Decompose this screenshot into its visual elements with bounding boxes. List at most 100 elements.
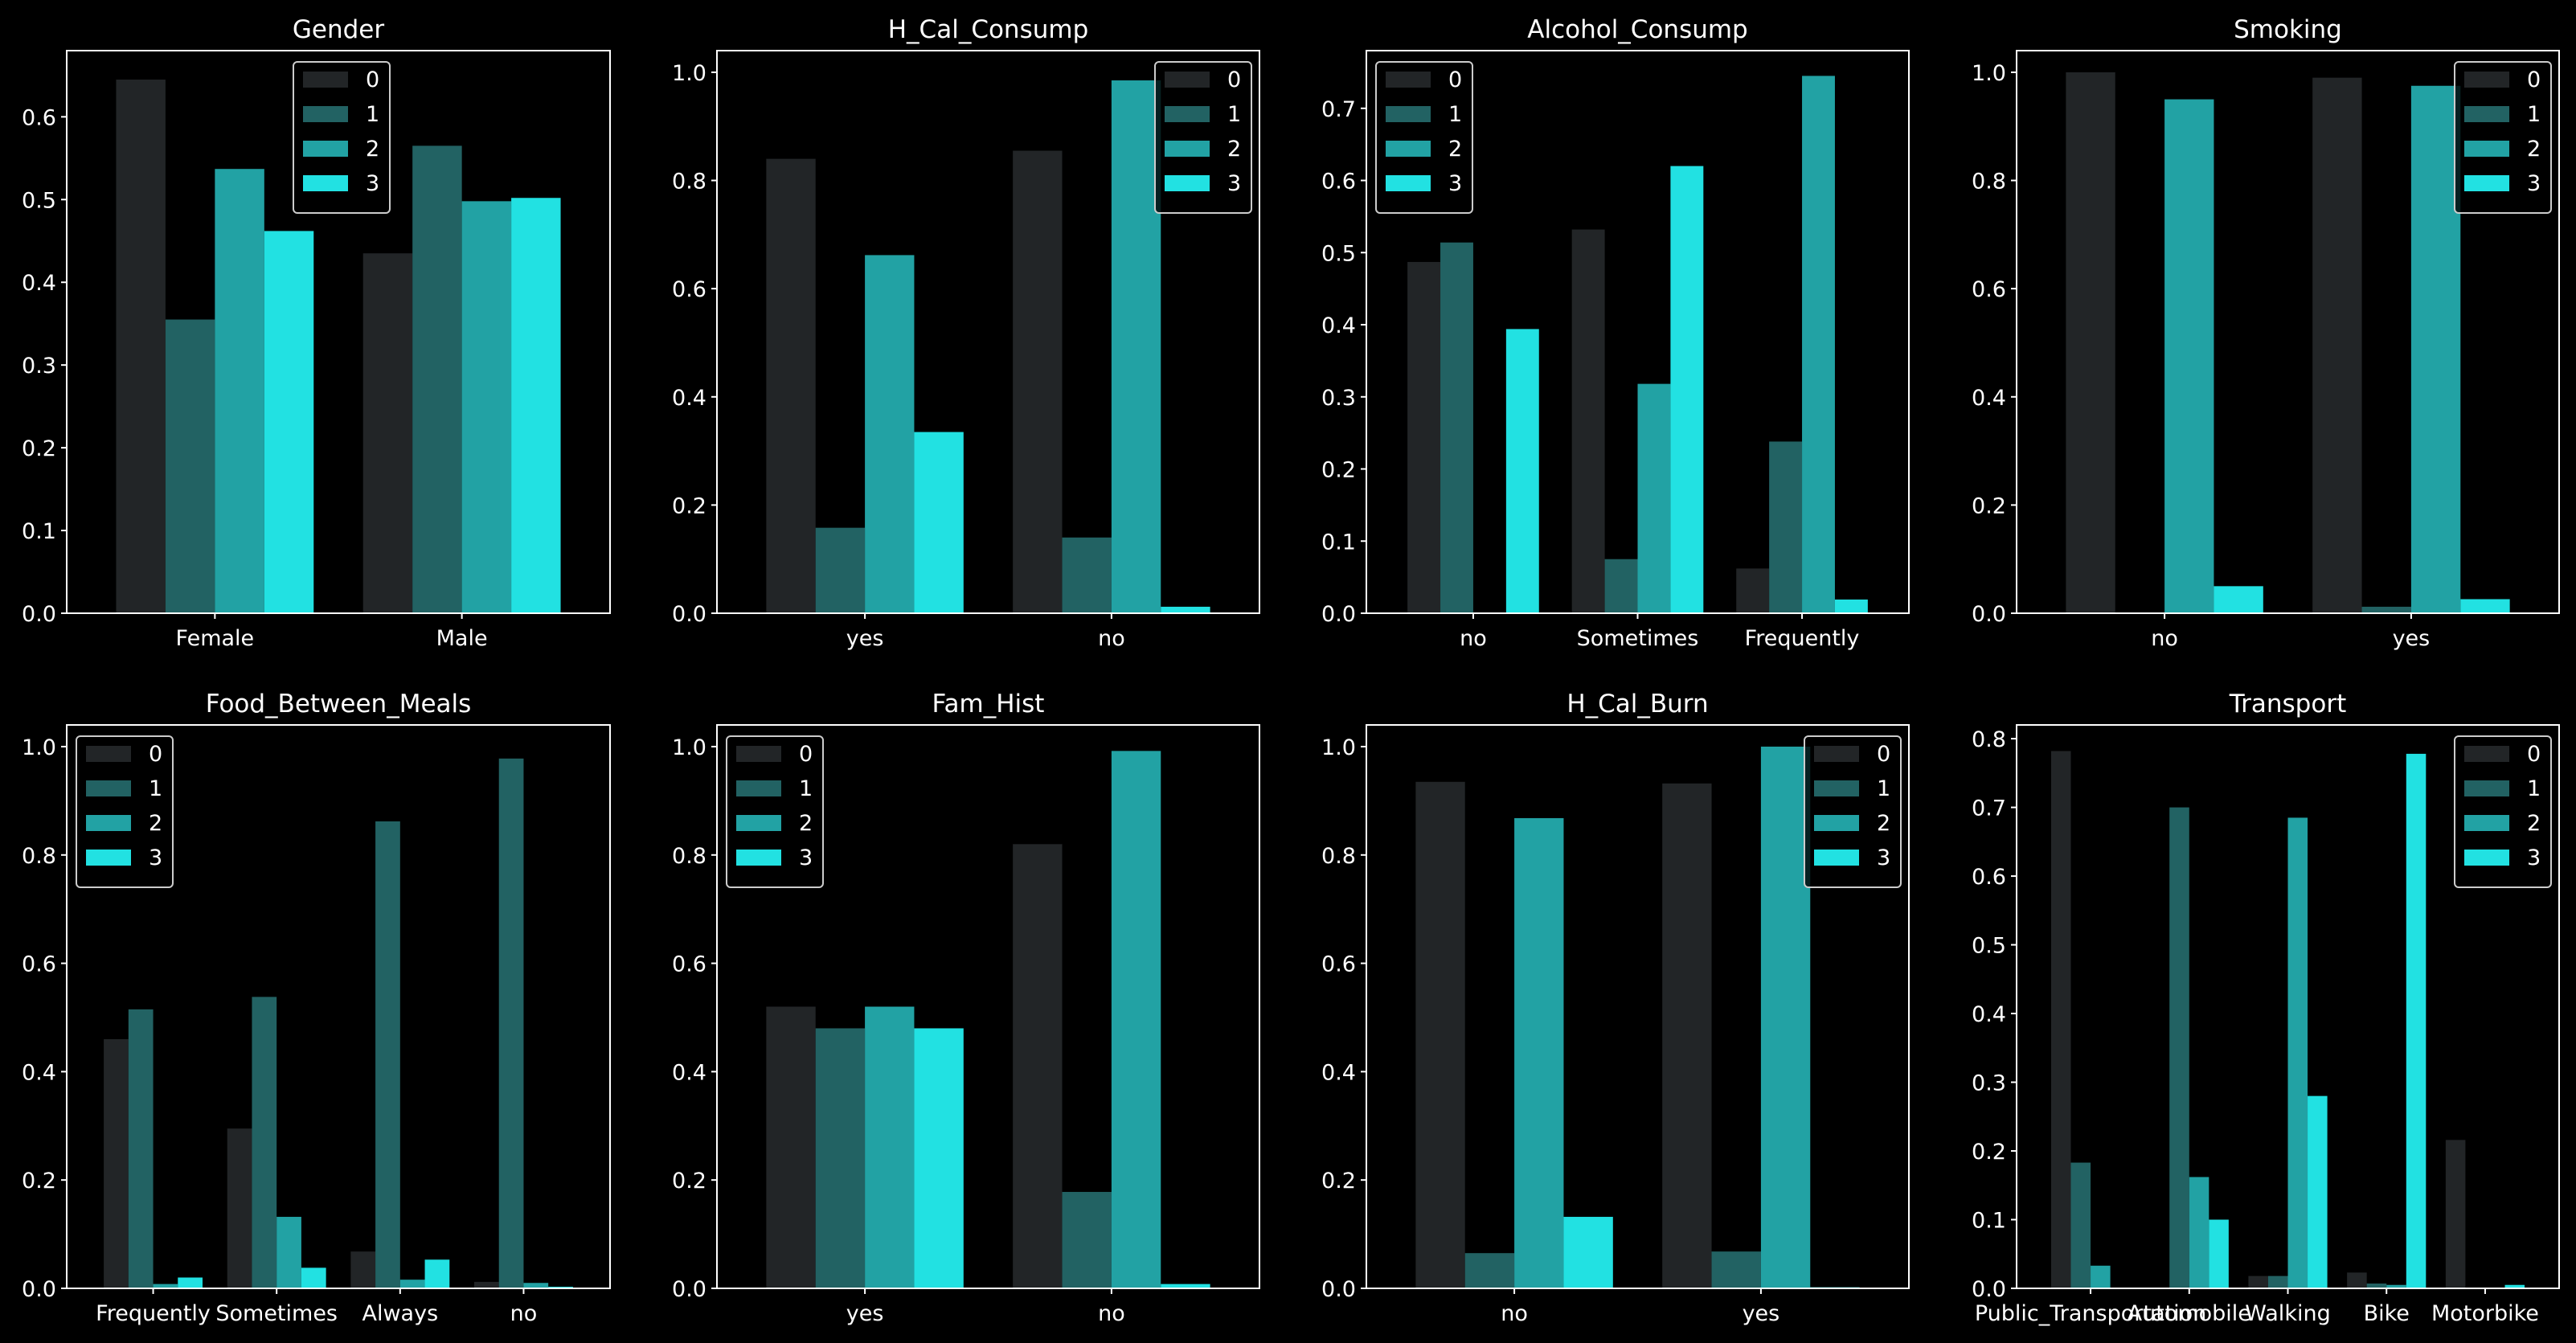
axes-frame (1366, 724, 1910, 1289)
y-tick-label: 0.4 (1972, 386, 2006, 411)
legend: 0 1 2 3 (2454, 61, 2552, 214)
chart-title: H_Cal_Burn (1566, 690, 1708, 719)
x-tick-label: Female (176, 626, 255, 651)
bar (2209, 1219, 2229, 1288)
y-tick-label: 0.0 (672, 1277, 706, 1302)
y-tick-label: 0.8 (1972, 727, 2006, 752)
legend-swatch (303, 141, 348, 157)
x-tick-label: Public_Transportation (1975, 1301, 2206, 1326)
y-tick-label: 0.1 (22, 519, 56, 544)
x-tick-label: no (2151, 626, 2178, 651)
legend-swatch (86, 850, 131, 866)
legend-swatch (86, 746, 131, 762)
bar (1111, 80, 1161, 614)
x-tick-label: no (1501, 1301, 1528, 1326)
bar (165, 319, 215, 613)
y-tick-label: 0.6 (672, 277, 706, 302)
legend-label: 0 (799, 742, 813, 767)
bar (2070, 1162, 2091, 1288)
bar (2347, 1272, 2367, 1288)
axes-frame (66, 50, 611, 614)
bar (2504, 1284, 2525, 1288)
legend-label: 0 (2527, 68, 2541, 92)
bar (2091, 1265, 2111, 1288)
bar (1563, 1217, 1613, 1288)
x-tick-label: yes (1743, 1301, 1780, 1326)
bar (412, 145, 462, 614)
bar (815, 1028, 866, 1288)
bar (252, 997, 277, 1288)
legend: 0 1 2 3 (76, 735, 174, 888)
x-tick-label: yes (846, 1301, 884, 1326)
chart-panel-1: H_Cal_Consump 0.0 0.2 0.4 0.6 0.8 1.0 yes no 0 1 2 3 (672, 15, 1260, 651)
bar (1604, 559, 1638, 613)
bar (2445, 1140, 2466, 1288)
legend-swatch (303, 175, 348, 191)
legend-swatch (1814, 746, 1859, 762)
x-tick-label: Always (362, 1301, 438, 1326)
bar (1760, 746, 1811, 1288)
bar (1736, 568, 1770, 613)
legend-swatch (1165, 175, 1210, 191)
bar (1662, 783, 1712, 1288)
bar (2169, 807, 2189, 1288)
legend-label: 3 (1227, 171, 1241, 196)
legend-label: 0 (1448, 68, 1462, 92)
bar (1013, 150, 1063, 613)
bar (1440, 242, 1473, 613)
legend-label: 2 (1877, 811, 1890, 836)
y-tick-label: 1.0 (672, 735, 706, 760)
x-tick-label: Male (436, 626, 488, 651)
x-tick-label: Frequently (1745, 626, 1860, 651)
legend-label: 1 (2527, 776, 2541, 801)
bar (2066, 72, 2115, 613)
bar (1407, 261, 1441, 613)
bar (1514, 817, 1564, 1288)
bar (2312, 77, 2362, 613)
x-tick-label: Frequently (96, 1301, 211, 1326)
legend: 0 1 2 3 (1804, 735, 1902, 888)
bar (301, 1267, 326, 1288)
chart-panel-2: Alcohol_Consump 0.0 0.1 0.2 0.3 0.4 0.5 0.6 0.7 n… (1321, 15, 1910, 651)
bar (1670, 166, 1704, 614)
legend-label: 3 (2527, 171, 2541, 196)
y-tick-label: 0.0 (672, 602, 706, 627)
legend-swatch (736, 780, 781, 796)
chart-title: Food_Between_Meals (206, 690, 472, 719)
bar (815, 527, 866, 613)
chart-title: Smoking (2234, 15, 2342, 44)
legend-swatch (303, 72, 348, 88)
legend-swatch (1165, 141, 1210, 157)
chart-panel-4: Food_Between_Meals 0.0 0.2 0.4 0.6 0.8 1.0 Freq… (22, 690, 611, 1326)
y-tick-label: 0.2 (22, 1169, 56, 1194)
bar (1161, 1284, 1210, 1288)
legend-label: 3 (149, 846, 162, 870)
chart-title: Alcohol_Consump (1527, 15, 1748, 44)
chart-panel-5: Fam_Hist 0.0 0.2 0.4 0.6 0.8 1.0 yes no 0 1 2 3 (672, 690, 1260, 1326)
legend-swatch (736, 815, 781, 831)
bar (276, 1217, 301, 1288)
bar (399, 1280, 425, 1288)
y-tick-label: 0.6 (1321, 170, 1356, 194)
legend-swatch (2464, 815, 2509, 831)
bar (2267, 1275, 2288, 1288)
legend-label: 1 (2527, 102, 2541, 127)
chart-panel-3: Smoking 0.0 0.2 0.4 0.6 0.8 1.0 no yes 0 1 2 3 (1972, 15, 2560, 651)
y-tick-label: 0.0 (1321, 602, 1356, 627)
y-tick-label: 0.2 (1321, 1169, 1356, 1194)
chart-title: H_Cal_Consump (888, 15, 1089, 44)
x-tick-label: Walking (2245, 1301, 2330, 1326)
y-tick-label: 0.8 (1972, 170, 2006, 194)
bar (375, 821, 400, 1288)
bar (2366, 1284, 2387, 1288)
bar (1505, 329, 1539, 613)
bar (104, 1038, 129, 1288)
y-tick-label: 0.5 (1972, 934, 2006, 959)
y-tick-label: 1.0 (1321, 735, 1356, 760)
y-tick-label: 0.6 (1972, 277, 2006, 302)
bar (2308, 1095, 2328, 1288)
y-tick-label: 0.1 (1972, 1209, 2006, 1234)
y-tick-label: 0.3 (1321, 386, 1356, 411)
bar (2386, 1284, 2406, 1288)
